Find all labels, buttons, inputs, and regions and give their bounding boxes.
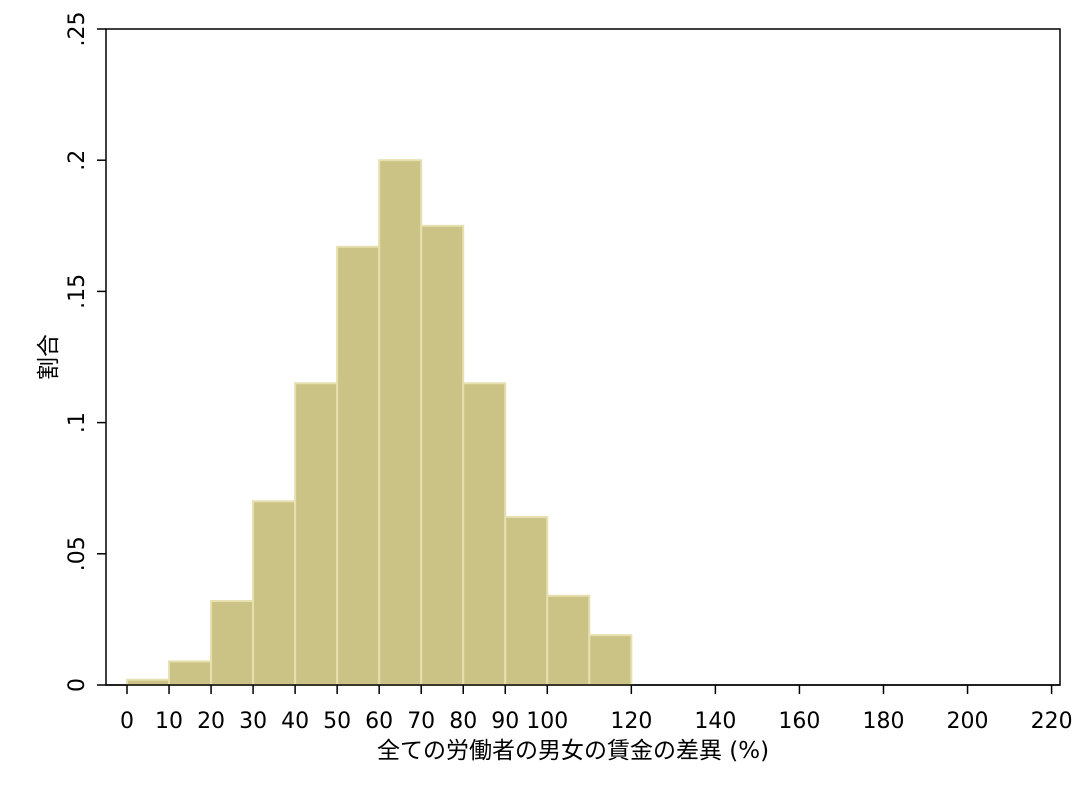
- y-axis: 0 .05 .1 .15 .2 .25: [65, 12, 106, 692]
- histogram-bar-0: [126, 678, 171, 687]
- y-tick-label: .15: [65, 274, 90, 309]
- histogram-bar-11: [588, 634, 633, 686]
- x-tick-label: 200: [947, 709, 989, 734]
- x-tick-label: 0: [120, 709, 134, 734]
- x-tick-label: 20: [197, 709, 225, 734]
- x-tick-label: 40: [281, 709, 309, 734]
- histogram-bar-3: [252, 500, 297, 686]
- histogram-bar-6: [378, 159, 423, 686]
- histogram-bar-5: [336, 245, 381, 687]
- y-tick-label: 0: [65, 678, 90, 692]
- y-tick-label: .1: [65, 412, 90, 433]
- x-tick-label: 120: [610, 709, 652, 734]
- x-tick-label: 80: [449, 709, 477, 734]
- x-tick-label: 180: [862, 709, 904, 734]
- bars-group: [106, 159, 1060, 687]
- x-tick-label: 70: [407, 709, 435, 734]
- y-tick-label: .05: [65, 536, 90, 571]
- histogram-bar-7: [420, 224, 465, 687]
- x-tick-label: 140: [694, 709, 736, 734]
- x-tick-label: 160: [778, 709, 820, 734]
- histogram-bar-8: [462, 382, 507, 686]
- x-tick-label: 30: [239, 709, 267, 734]
- x-axis: 0 10 20 30 40 50 60 70 80 90 100 120 140 160 180 200 220: [120, 685, 1073, 734]
- y-tick-label: .25: [65, 12, 90, 47]
- x-tick-label: 90: [491, 709, 519, 734]
- x-tick-label: 100: [526, 709, 568, 734]
- x-tick-label: 10: [155, 709, 183, 734]
- x-tick-label: 220: [1031, 709, 1073, 734]
- histogram-bar-1: [168, 660, 213, 686]
- histogram-bar-4: [294, 382, 339, 686]
- y-tick-label: .2: [65, 150, 90, 171]
- x-tick-label: 60: [365, 709, 393, 734]
- histogram-bar-9: [504, 516, 549, 687]
- y-axis-label: 割合: [36, 334, 62, 380]
- x-tick-label: 50: [323, 709, 351, 734]
- histogram-bar-2: [210, 600, 255, 686]
- x-axis-label: 全ての労働者の男女の賃金の差異 (%): [377, 738, 769, 764]
- histogram-bar-10: [546, 594, 591, 686]
- plot-frame: [105, 28, 1061, 686]
